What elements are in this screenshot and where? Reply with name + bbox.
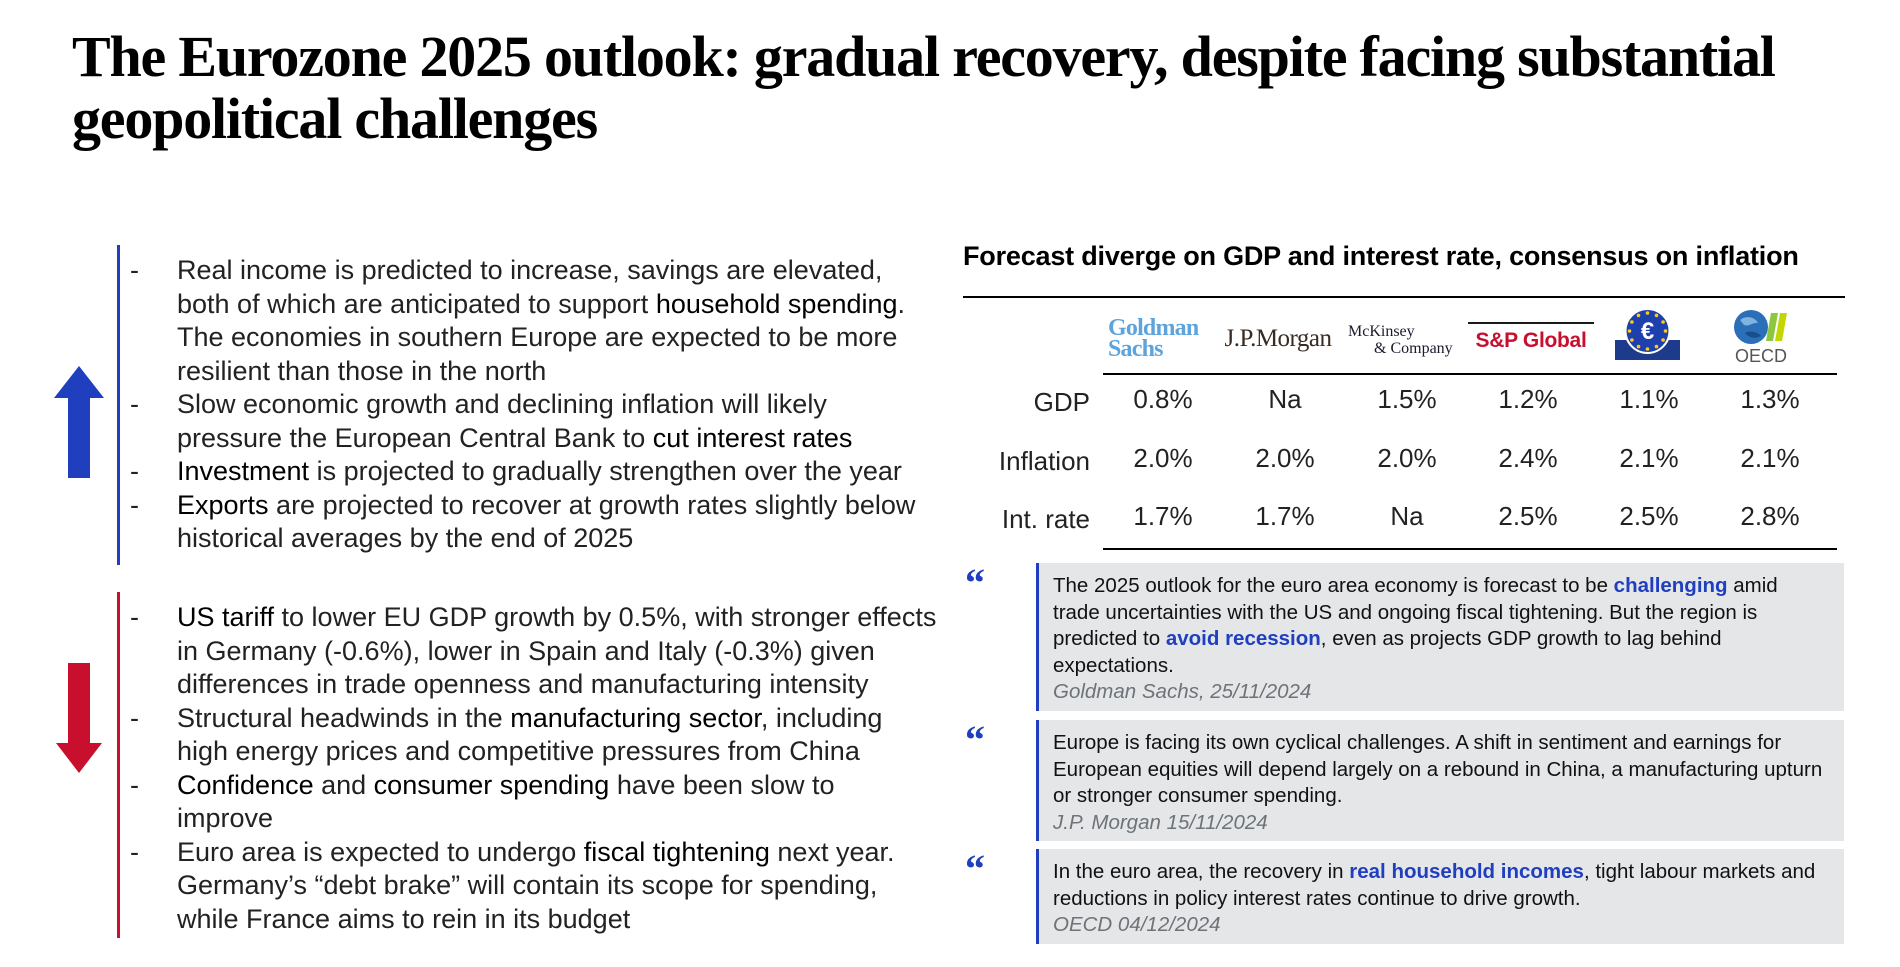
- quote-goldman-sachs: The 2025 outlook for the euro area econo…: [1036, 563, 1844, 711]
- goldman-sachs-logo: Goldman Sachs: [1108, 315, 1199, 362]
- list-item: - Euro area is expected to undergo fisca…: [130, 836, 950, 937]
- table-top-rule: [963, 296, 1845, 298]
- table-cell: 2.1%: [1740, 443, 1800, 473]
- table-bottom-rule: [1103, 548, 1837, 550]
- bullet-dash: -: [130, 769, 139, 800]
- positive-drivers-list: - Real income is predicted to increase, …: [130, 254, 950, 556]
- table-cell: Na: [1268, 384, 1302, 414]
- row-label-gdp: GDP: [1033, 387, 1090, 417]
- table-cell: 1.1%: [1619, 384, 1679, 414]
- table-cell: 2.0%: [1255, 443, 1315, 473]
- quote-source: Goldman Sachs, 25/11/2024: [1053, 680, 1312, 703]
- quote-mark-icon: “: [965, 717, 985, 762]
- oecd-logo: OECD: [1728, 308, 1794, 366]
- quote-text: Europe is facing its own cyclical challe…: [1053, 731, 1823, 807]
- row-label-interest-rate: Int. rate: [1001, 504, 1090, 534]
- page-title: The Eurozone 2025 outlook: gradual recov…: [72, 24, 1776, 151]
- bullet-dash: -: [130, 602, 139, 632]
- bullet-dash: -: [130, 489, 139, 520]
- table-cell: 2.0%: [1133, 443, 1193, 473]
- table-cell: 1.7%: [1255, 501, 1315, 531]
- quote-source: J.P. Morgan 15/11/2024: [1053, 810, 1268, 834]
- positive-section-line: [117, 245, 120, 565]
- list-item: - Structural headwinds in the manufactur…: [130, 702, 950, 769]
- table-cell: 2.1%: [1619, 443, 1679, 473]
- up-arrow-icon: [54, 366, 104, 478]
- list-item: - Exports are projected to recover at gr…: [130, 489, 950, 556]
- quote-source: OECD 04/12/2024: [1053, 913, 1221, 936]
- table-cell: 0.8%: [1133, 384, 1193, 414]
- quote-mark-icon: “: [965, 846, 985, 891]
- negative-drivers-list: - US tariff to lower EU GDP growth by 0.…: [130, 601, 950, 936]
- list-item: - Real income is predicted to increase, …: [130, 254, 950, 388]
- table-cell: 2.4%: [1498, 443, 1558, 473]
- down-arrow-icon: [56, 663, 102, 773]
- bullet-dash: -: [130, 456, 139, 486]
- table-cell: 1.2%: [1498, 384, 1558, 414]
- list-item: - US tariff to lower EU GDP growth by 0.…: [130, 601, 950, 702]
- quote-oecd: In the euro area, the recovery in real h…: [1036, 849, 1844, 944]
- table-cell: 1.7%: [1133, 501, 1193, 531]
- list-item: - Slow economic growth and declining inf…: [130, 388, 950, 455]
- bullet-dash: -: [130, 255, 139, 285]
- jpmorgan-logo: J.P.Morgan: [1224, 325, 1332, 352]
- list-item: - Confidence and consumer spending have …: [130, 769, 950, 836]
- quote-text: The 2025 outlook for the euro area econo…: [1053, 574, 1778, 677]
- list-item: - Investment is projected to gradually s…: [130, 455, 950, 489]
- forecast-title: Forecast diverge on GDP and interest rat…: [963, 241, 1799, 271]
- sp-global-logo: S&P Global: [1468, 322, 1594, 358]
- bullet-dash: -: [130, 836, 139, 867]
- table-cell: 2.0%: [1377, 443, 1437, 473]
- negative-section-line: [117, 592, 120, 938]
- table-cell: 1.5%: [1377, 384, 1437, 414]
- bullet-dash: -: [130, 702, 139, 733]
- ecb-logo: €: [1615, 306, 1680, 360]
- quote-jpmorgan: Europe is facing its own cyclical challe…: [1036, 720, 1844, 841]
- row-label-inflation: Inflation: [998, 446, 1090, 476]
- quote-text: In the euro area, the recovery in real h…: [1053, 860, 1816, 910]
- mckinsey-logo: McKinsey & Company: [1348, 323, 1453, 357]
- table-cell: 1.3%: [1740, 384, 1800, 414]
- table-header-rule: [1103, 373, 1837, 375]
- table-cell: 2.5%: [1498, 501, 1558, 531]
- table-cell: 2.5%: [1619, 501, 1679, 531]
- table-cell: Na: [1390, 501, 1424, 531]
- svg-text:€: €: [1641, 318, 1654, 345]
- bullet-dash: -: [130, 389, 139, 419]
- table-cell: 2.8%: [1740, 501, 1800, 531]
- quote-mark-icon: “: [965, 560, 985, 605]
